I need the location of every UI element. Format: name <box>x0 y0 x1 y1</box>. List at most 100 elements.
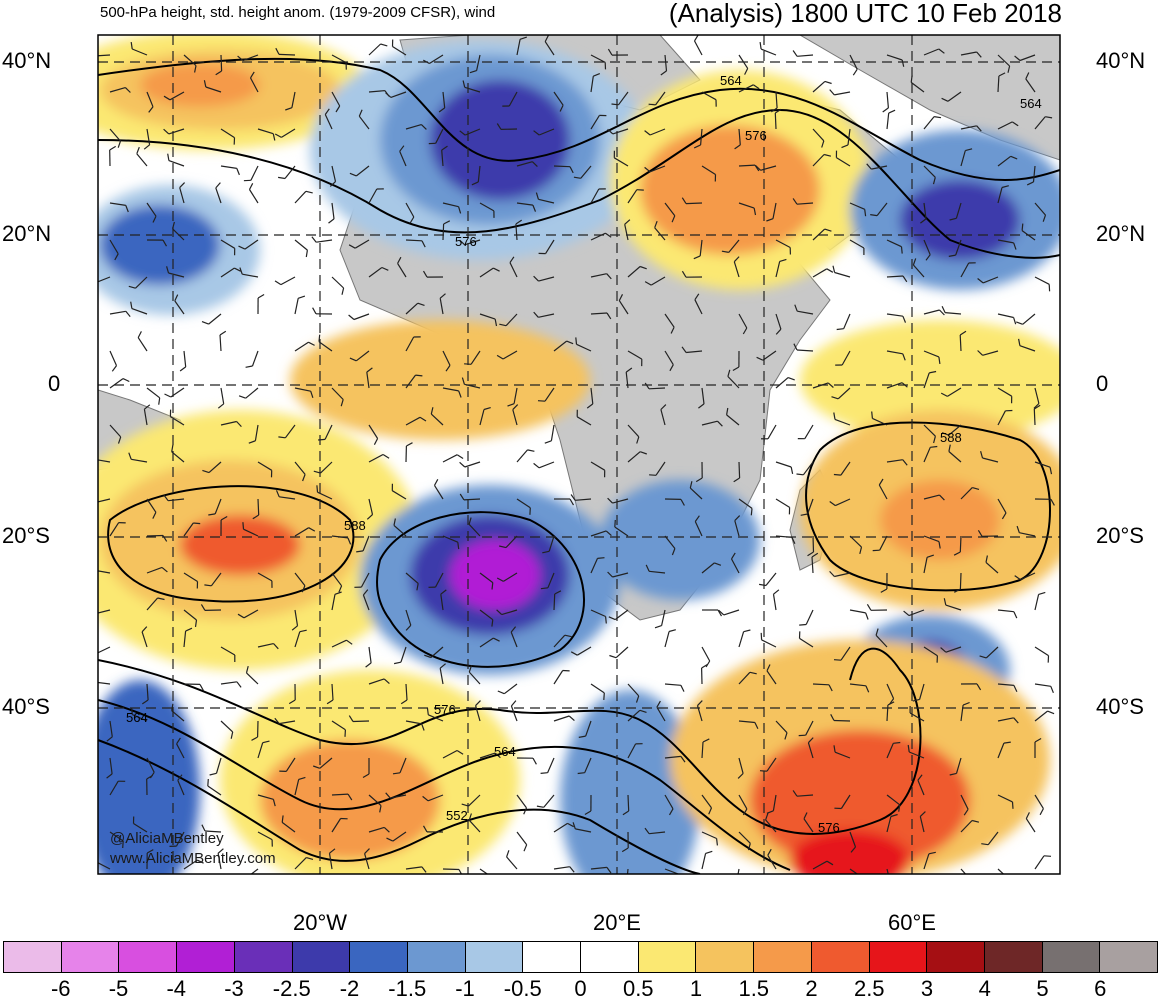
wind-barb <box>147 536 163 537</box>
wind-barb-feather <box>620 885 626 888</box>
contour-label: 564 <box>1020 96 1042 111</box>
wind-barb-feather <box>1044 856 1051 857</box>
wind-barb-feather <box>797 474 804 475</box>
anomaly-positive <box>790 830 910 890</box>
colorbar-label: 2.5 <box>854 976 885 1002</box>
contour-label: 588 <box>940 430 962 445</box>
wind-barb-feather <box>598 558 605 559</box>
credit-site: www.AliciaMBentley.com <box>110 850 276 867</box>
wind-barb-feather <box>1008 880 1010 887</box>
colorbar-swatch <box>408 942 466 972</box>
colorbar-label: 6 <box>1094 976 1106 1002</box>
lat-label-left: 20°S <box>2 523 50 549</box>
wind-barb <box>960 335 961 351</box>
wind-barb-feather <box>902 247 903 254</box>
wind-barb <box>258 499 259 515</box>
wind-barb-feather <box>863 878 864 885</box>
lon-label: 60°E <box>888 910 936 936</box>
colorbar-swatch <box>754 942 812 972</box>
anomaly-negative <box>560 690 700 910</box>
wind-barb-feather <box>649 104 656 105</box>
colorbar-swatch <box>177 942 235 972</box>
wind-barb <box>960 536 961 552</box>
wind-barb <box>554 594 555 610</box>
colorbar-label: -5 <box>109 976 129 1002</box>
wind-barb-feather <box>834 475 841 476</box>
wind-barb <box>406 240 422 241</box>
colorbar-swatch <box>1043 942 1101 972</box>
colorbar-swatch <box>4 942 62 972</box>
anomaly-negative <box>600 480 760 600</box>
wind-barb-feather <box>576 337 577 344</box>
wind-barb-feather <box>493 878 494 885</box>
colorbar-label: 0.5 <box>623 976 654 1002</box>
wind-barb <box>443 224 444 240</box>
wind-barb-feather <box>492 583 493 590</box>
wind-barb <box>813 536 814 552</box>
colorbar-label: 5 <box>1036 976 1048 1002</box>
colorbar-label: -1.5 <box>388 976 426 1002</box>
colorbar-swatch <box>927 942 985 972</box>
lat-label-left: 0 <box>48 371 60 397</box>
colorbar-label: -4 <box>166 976 186 1002</box>
wind-barb-feather <box>872 412 873 419</box>
colorbar-label: 1 <box>690 976 702 1002</box>
colorbar-swatch <box>466 942 524 972</box>
wind-barb-feather <box>243 522 244 529</box>
wind-barb <box>1034 409 1035 425</box>
wind-barb <box>443 869 459 870</box>
contour-label: 576 <box>818 820 840 835</box>
wind-barb-feather <box>799 625 806 626</box>
colorbar-label: -6 <box>51 976 71 1002</box>
lat-label-right: 20°S <box>1096 523 1144 549</box>
wind-barb-feather <box>1013 802 1014 809</box>
wind-barb-feather <box>92 453 94 460</box>
wind-barb-feather <box>930 447 937 448</box>
wind-barb-feather <box>886 885 891 890</box>
colorbar-label: -2 <box>340 976 360 1002</box>
wind-barb <box>649 388 665 389</box>
lat-label-left: 20°N <box>2 221 51 247</box>
colorbar-label: 3 <box>921 976 933 1002</box>
colorbar-swatch <box>812 942 870 972</box>
wind-barb <box>813 684 829 685</box>
anomaly-negative <box>900 180 1020 260</box>
wind-barb-feather <box>541 773 548 774</box>
colorbar-swatch <box>985 942 1043 972</box>
wind-barb-feather <box>90 650 96 654</box>
wind-barb-feather <box>538 401 545 402</box>
contour-label: 564 <box>494 744 516 759</box>
wind-barb <box>960 573 961 589</box>
colorbar-swatch <box>1100 942 1157 972</box>
map-field: 564 576 576 564 588 588 576 564 576 564 … <box>50 30 1080 910</box>
wind-barb <box>834 721 850 722</box>
wind-barb-feather <box>649 475 656 476</box>
colorbar-swatch <box>119 942 177 972</box>
wind-barb-feather <box>604 693 605 700</box>
colorbar-label: -1 <box>455 976 475 1002</box>
lat-label-right: 40°S <box>1096 694 1144 720</box>
contour-label: 576 <box>455 234 477 249</box>
wind-barb-feather <box>578 773 585 774</box>
wind-barb-feather <box>317 485 318 492</box>
contour-label: 576 <box>434 702 456 717</box>
colorbar-label: 2 <box>805 976 817 1002</box>
wind-barb-feather <box>239 876 246 879</box>
wind-barb-feather <box>416 375 423 376</box>
wind-barb-feather <box>90 279 96 283</box>
contour-label: 588 <box>344 518 366 533</box>
contour-label: 564 <box>126 710 148 725</box>
wind-barb <box>221 55 222 71</box>
credit-handle: @AliciaMBentley <box>110 830 224 847</box>
colorbar-swatch <box>639 942 697 972</box>
wind-barb <box>353 721 369 722</box>
wind-barb-feather <box>318 439 325 440</box>
lat-label-right: 40°N <box>1096 48 1145 74</box>
wind-barb-feather <box>751 508 752 515</box>
contour-label: 576 <box>745 128 767 143</box>
wind-barb-feather <box>730 885 737 887</box>
anomaly-negative <box>450 540 540 610</box>
wind-barb-feather <box>90 50 94 56</box>
colorbar-swatch <box>870 942 928 972</box>
